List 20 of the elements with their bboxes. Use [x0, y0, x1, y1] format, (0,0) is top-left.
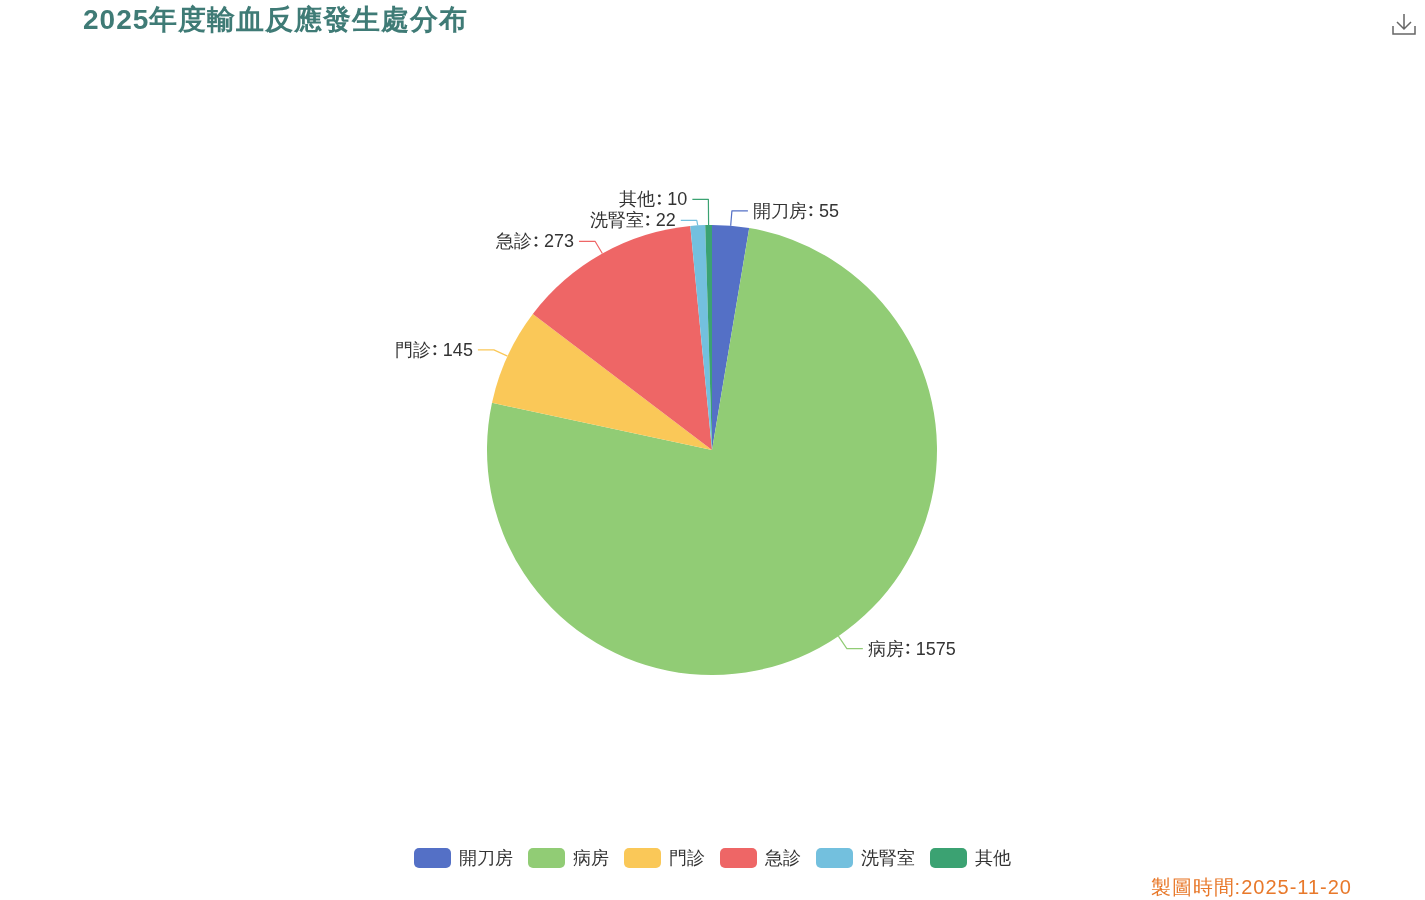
data-label: 55: [818, 200, 839, 221]
chart-title: 2025年度輸血反應發生處分布: [83, 3, 469, 35]
legend-label: 病房: [573, 848, 609, 868]
data-label: 22: [655, 210, 676, 231]
legend-label: 門診: [669, 848, 705, 868]
data-label: 1575: [915, 638, 956, 659]
slice-label: 病房: [867, 638, 904, 659]
slice-label: 門診: [394, 339, 431, 360]
legend-label: 急診: [764, 848, 801, 868]
legend-label: 洗腎室: [861, 848, 915, 868]
slice-label: 急診: [495, 231, 533, 252]
legend-label: 開刀房: [459, 848, 513, 868]
slice-label: 開刀房: [752, 200, 807, 221]
legend-label: 其他: [975, 848, 1011, 868]
slice-label: 其他: [619, 189, 656, 210]
text: 製圖時間:2025-11-20: [1150, 876, 1352, 898]
slice-label: 洗腎室: [589, 210, 644, 231]
data-label: 273: [544, 231, 575, 252]
data-label: 10: [667, 189, 688, 210]
data-label: 145: [442, 339, 473, 360]
